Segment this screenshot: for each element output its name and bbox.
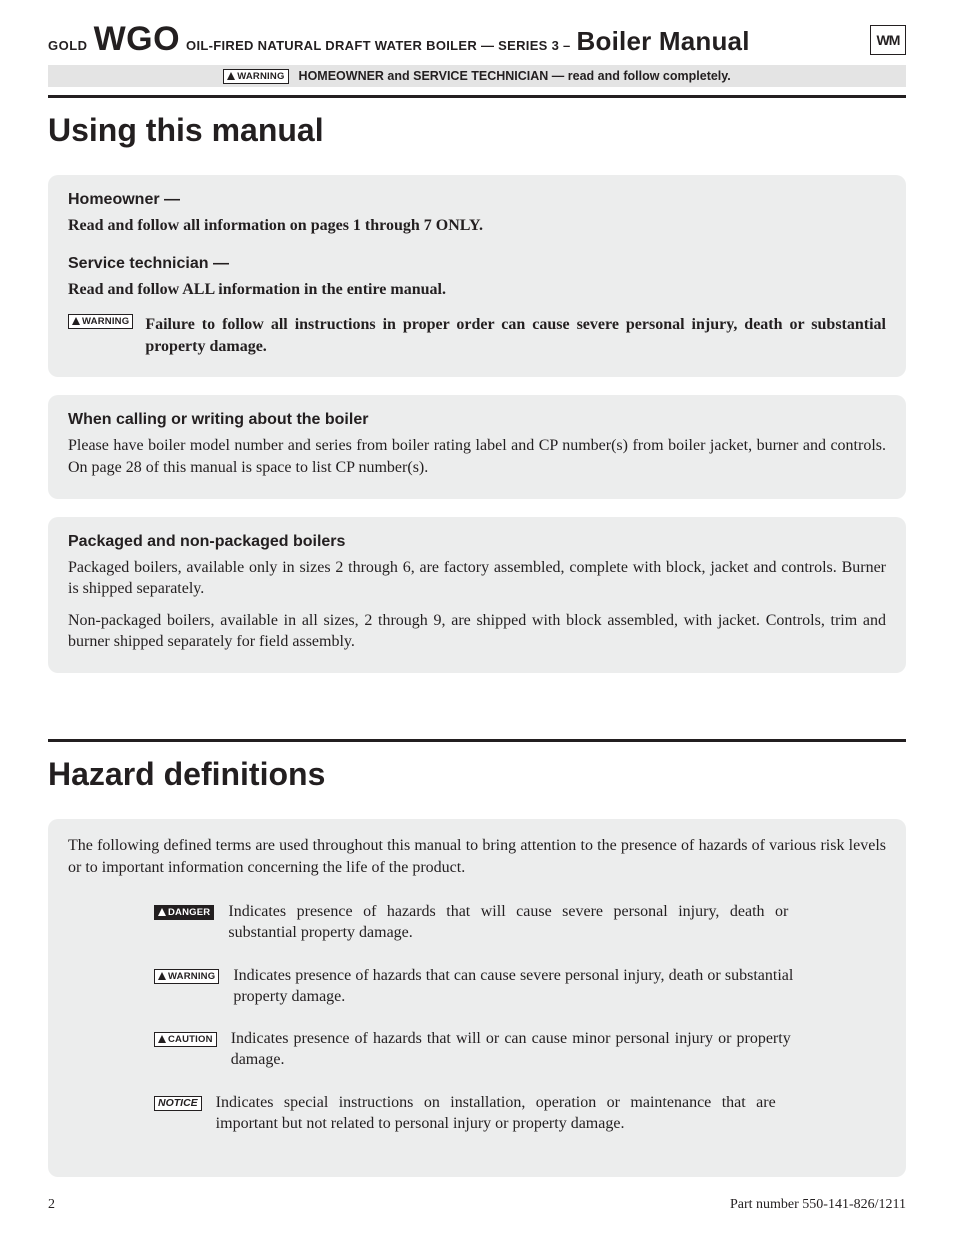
card-packaged: Packaged and non-packaged boilers Packag… [48, 517, 906, 673]
banner-text: HOMEOWNER and SERVICE TECHNICIAN — read … [299, 69, 731, 83]
header-title-group: GOLD WGO OIL-FIRED NATURAL DRAFT WATER B… [48, 22, 750, 57]
warning-label-icon: WARNING [154, 969, 219, 984]
hazard-row-notice: NOTICE Indicates special instructions on… [154, 1093, 886, 1135]
page-header: GOLD WGO OIL-FIRED NATURAL DRAFT WATER B… [48, 22, 906, 57]
section-title-using: Using this manual [48, 112, 906, 149]
packaged-heading: Packaged and non-packaged boilers [68, 533, 886, 551]
warning-label-icon: WARNING [223, 69, 288, 84]
homeowner-heading: Homeowner — [68, 191, 886, 209]
hazard-row-caution: CAUTION Indicates presence of hazards th… [154, 1029, 886, 1071]
notice-text: Indicates special instructions on instal… [216, 1093, 776, 1135]
danger-label-icon: DANGER [154, 905, 214, 920]
warning-text: Indicates presence of hazards that can c… [233, 966, 793, 1008]
header-gold: GOLD [48, 38, 88, 53]
card-hazard-defs: The following defined terms are used thr… [48, 819, 906, 1177]
section-title-hazard: Hazard definitions [48, 756, 906, 793]
triangle-icon [158, 972, 166, 980]
card-audience: Homeowner — Read and follow all informat… [48, 175, 906, 377]
warning-label-text: WARNING [168, 971, 215, 982]
triangle-icon [227, 72, 235, 80]
warning-callout-text: Failure to follow all instructions in pr… [145, 314, 886, 357]
triangle-icon [72, 317, 80, 325]
notice-label-text: NOTICE [158, 1097, 198, 1109]
header-wgo: WGO [94, 22, 180, 56]
hazard-intro: The following defined terms are used thr… [68, 835, 886, 878]
page-footer: 2 Part number 550-141-826/1211 [48, 1197, 906, 1213]
warning-banner: WARNING HOMEOWNER and SERVICE TECHNICIAN… [48, 65, 906, 87]
hazard-row-danger: DANGER Indicates presence of hazards tha… [154, 902, 886, 944]
danger-label-text: DANGER [168, 907, 210, 918]
warning-label-text: WARNING [237, 71, 284, 82]
notice-label-icon: NOTICE [154, 1096, 202, 1111]
page: GOLD WGO OIL-FIRED NATURAL DRAFT WATER B… [0, 0, 954, 1235]
danger-text: Indicates presence of hazards that will … [228, 902, 788, 944]
header-manual: Boiler Manual [577, 26, 750, 57]
spacer [48, 691, 906, 739]
warning-callout: WARNING Failure to follow all instructio… [68, 314, 886, 357]
caution-label-text: CAUTION [168, 1034, 213, 1045]
warning-label-text: WARNING [82, 316, 129, 327]
triangle-icon [158, 908, 166, 916]
caution-label-icon: CAUTION [154, 1032, 217, 1047]
service-heading: Service technician — [68, 255, 886, 273]
calling-text: Please have boiler model number and seri… [68, 435, 886, 478]
brand-logo-text: WM [877, 32, 900, 48]
caution-text: Indicates presence of hazards that will … [231, 1029, 791, 1071]
calling-heading: When calling or writing about the boiler [68, 411, 886, 429]
service-text: Read and follow ALL information in the e… [68, 279, 886, 301]
divider [48, 739, 906, 742]
triangle-icon [158, 1035, 166, 1043]
brand-logo-icon: WM [870, 25, 906, 55]
header-subtitle: OIL-FIRED NATURAL DRAFT WATER BOILER — S… [186, 38, 571, 53]
card-calling: When calling or writing about the boiler… [48, 395, 906, 498]
packaged-p1: Packaged boilers, available only in size… [68, 557, 886, 600]
hazard-row-warning: WARNING Indicates presence of hazards th… [154, 966, 886, 1008]
page-number: 2 [48, 1197, 55, 1213]
warning-label-icon: WARNING [68, 314, 133, 329]
divider [48, 95, 906, 98]
homeowner-text: Read and follow all information on pages… [68, 215, 886, 237]
packaged-p2: Non-packaged boilers, available in all s… [68, 610, 886, 653]
part-number: Part number 550-141-826/1211 [730, 1197, 906, 1213]
